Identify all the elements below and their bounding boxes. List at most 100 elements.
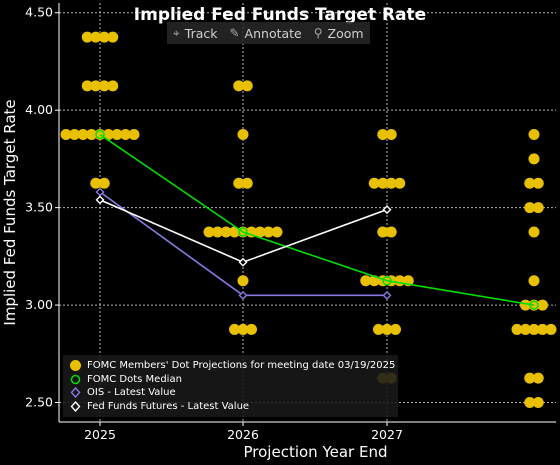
fomc-dot (520, 299, 531, 311)
magnifier-icon: ⚲ (313, 26, 323, 40)
fomc-dot (237, 323, 249, 335)
fomc-dot (385, 129, 397, 141)
fomc-dot (60, 129, 72, 141)
fomc-dot (263, 226, 274, 238)
fomc-dot (524, 372, 536, 384)
series-marker (238, 227, 248, 237)
x-tick-label: 2026 (227, 427, 259, 442)
fomc-dot (81, 31, 93, 43)
fomc-dot (90, 177, 102, 189)
fomc-dot (524, 177, 536, 189)
legend-label-futures: Fed Funds Futures - Latest Value (87, 401, 250, 412)
y-tick-label: 4.50 (25, 5, 53, 20)
fomc-dot (233, 177, 245, 189)
fomc-dot (545, 323, 557, 335)
series-2 (95, 195, 392, 267)
fomc-dot (271, 226, 283, 238)
fomc-dot (360, 275, 372, 287)
x-tick-label: 2025 (84, 427, 116, 442)
fomc-dot (368, 177, 380, 189)
fomc-dot (373, 323, 384, 335)
x-tick-label: 2027 (371, 427, 403, 442)
fomc-dot (203, 226, 215, 238)
fomc-dot (532, 177, 544, 189)
fomc-dot (532, 202, 544, 214)
series-marker (238, 257, 248, 267)
fomc-dot (107, 80, 119, 92)
fomc-dot (246, 323, 257, 335)
fomc-dot (528, 323, 540, 335)
chart-legend: FOMC Members' Dot Projections for meetin… (63, 355, 398, 417)
fomc-dot (254, 226, 266, 238)
diamond-swatch-icon (69, 386, 82, 399)
series-marker (382, 290, 392, 300)
fomc-dot (532, 372, 544, 384)
crosshair-icon: ⌖ (173, 25, 180, 40)
legend-label-dots: FOMC Members' Dot Projections for meetin… (87, 360, 396, 371)
series-1 (95, 187, 392, 300)
chart-title: Implied Fed Funds Target Rate (133, 5, 427, 25)
fomc-dot (229, 226, 240, 238)
legend-label-median: FOMC Dots Median (87, 374, 182, 385)
annotate-button[interactable]: ✎ Annotate (223, 22, 307, 44)
chart-toolbar: ⌖ Track ✎ Annotate ⚲ Zoom (167, 22, 370, 44)
track-button[interactable]: ⌖ Track (167, 22, 223, 44)
fomc-dot (385, 226, 397, 238)
fomc-dot (241, 80, 253, 92)
y-tick-label: 2.50 (25, 395, 53, 410)
zoom-button[interactable]: ⚲ Zoom (308, 22, 370, 44)
series-marker (95, 195, 105, 205)
circle-swatch-icon (69, 373, 82, 386)
fomc-dot (128, 129, 140, 141)
fomc-dot (233, 80, 245, 92)
legend-label-ois: OIS - Latest Value (87, 387, 176, 398)
dot-swatch-icon (69, 359, 82, 372)
legend-item-futures[interactable]: Fed Funds Futures - Latest Value (69, 400, 249, 413)
fomc-dot (212, 226, 223, 238)
fomc-dot (111, 129, 123, 141)
fomc-dot (394, 177, 406, 189)
fomc-dot (229, 323, 240, 335)
fomc-dot (377, 129, 389, 141)
fomc-dot (77, 129, 89, 141)
y-tick-label: 3.50 (25, 200, 53, 215)
x-axis-label: Projection Year End (244, 443, 388, 461)
fomc-dot (237, 275, 249, 287)
fomc-dot (528, 226, 540, 238)
fomc-dot (69, 129, 80, 141)
series-marker (238, 290, 248, 300)
y-tick-label: 3.00 (25, 297, 53, 312)
legend-item-dots[interactable]: FOMC Members' Dot Projections for meetin… (69, 359, 395, 372)
fomc-dot (390, 323, 401, 335)
fomc-dot (537, 323, 548, 335)
track-label: Track (184, 25, 218, 41)
y-tick-label: 4.00 (25, 102, 53, 117)
fomc-dot (81, 80, 93, 92)
y-axis-label: Implied Fed Funds Target Rate (1, 99, 19, 325)
fomc-dot (532, 397, 544, 409)
series-marker (95, 129, 105, 140)
diamond-swatch-icon (69, 400, 82, 413)
series-marker (382, 205, 392, 215)
fomc-dot (98, 31, 110, 43)
fomc-dot (520, 323, 531, 335)
fomc-dot (524, 202, 536, 214)
zoom-label: Zoom (327, 25, 364, 41)
fomc-dot (241, 177, 253, 189)
fomc-dot (86, 129, 97, 141)
fomc-dot (90, 80, 102, 92)
fomc-dot (537, 299, 548, 311)
fomc-dot (377, 177, 389, 189)
fomc-dot (98, 177, 110, 189)
fomc-dot (98, 80, 110, 92)
series-line (99, 133, 535, 306)
fomc-dot (381, 323, 393, 335)
series-marker (382, 275, 392, 286)
fomc-dot (103, 129, 114, 141)
annotate-label: Annotate (244, 25, 302, 41)
fomc-dot (528, 129, 540, 141)
fomc-dot (107, 31, 119, 43)
legend-item-median[interactable]: FOMC Dots Median (69, 373, 182, 386)
legend-item-ois[interactable]: OIS - Latest Value (69, 386, 176, 399)
series-0 (95, 129, 539, 310)
